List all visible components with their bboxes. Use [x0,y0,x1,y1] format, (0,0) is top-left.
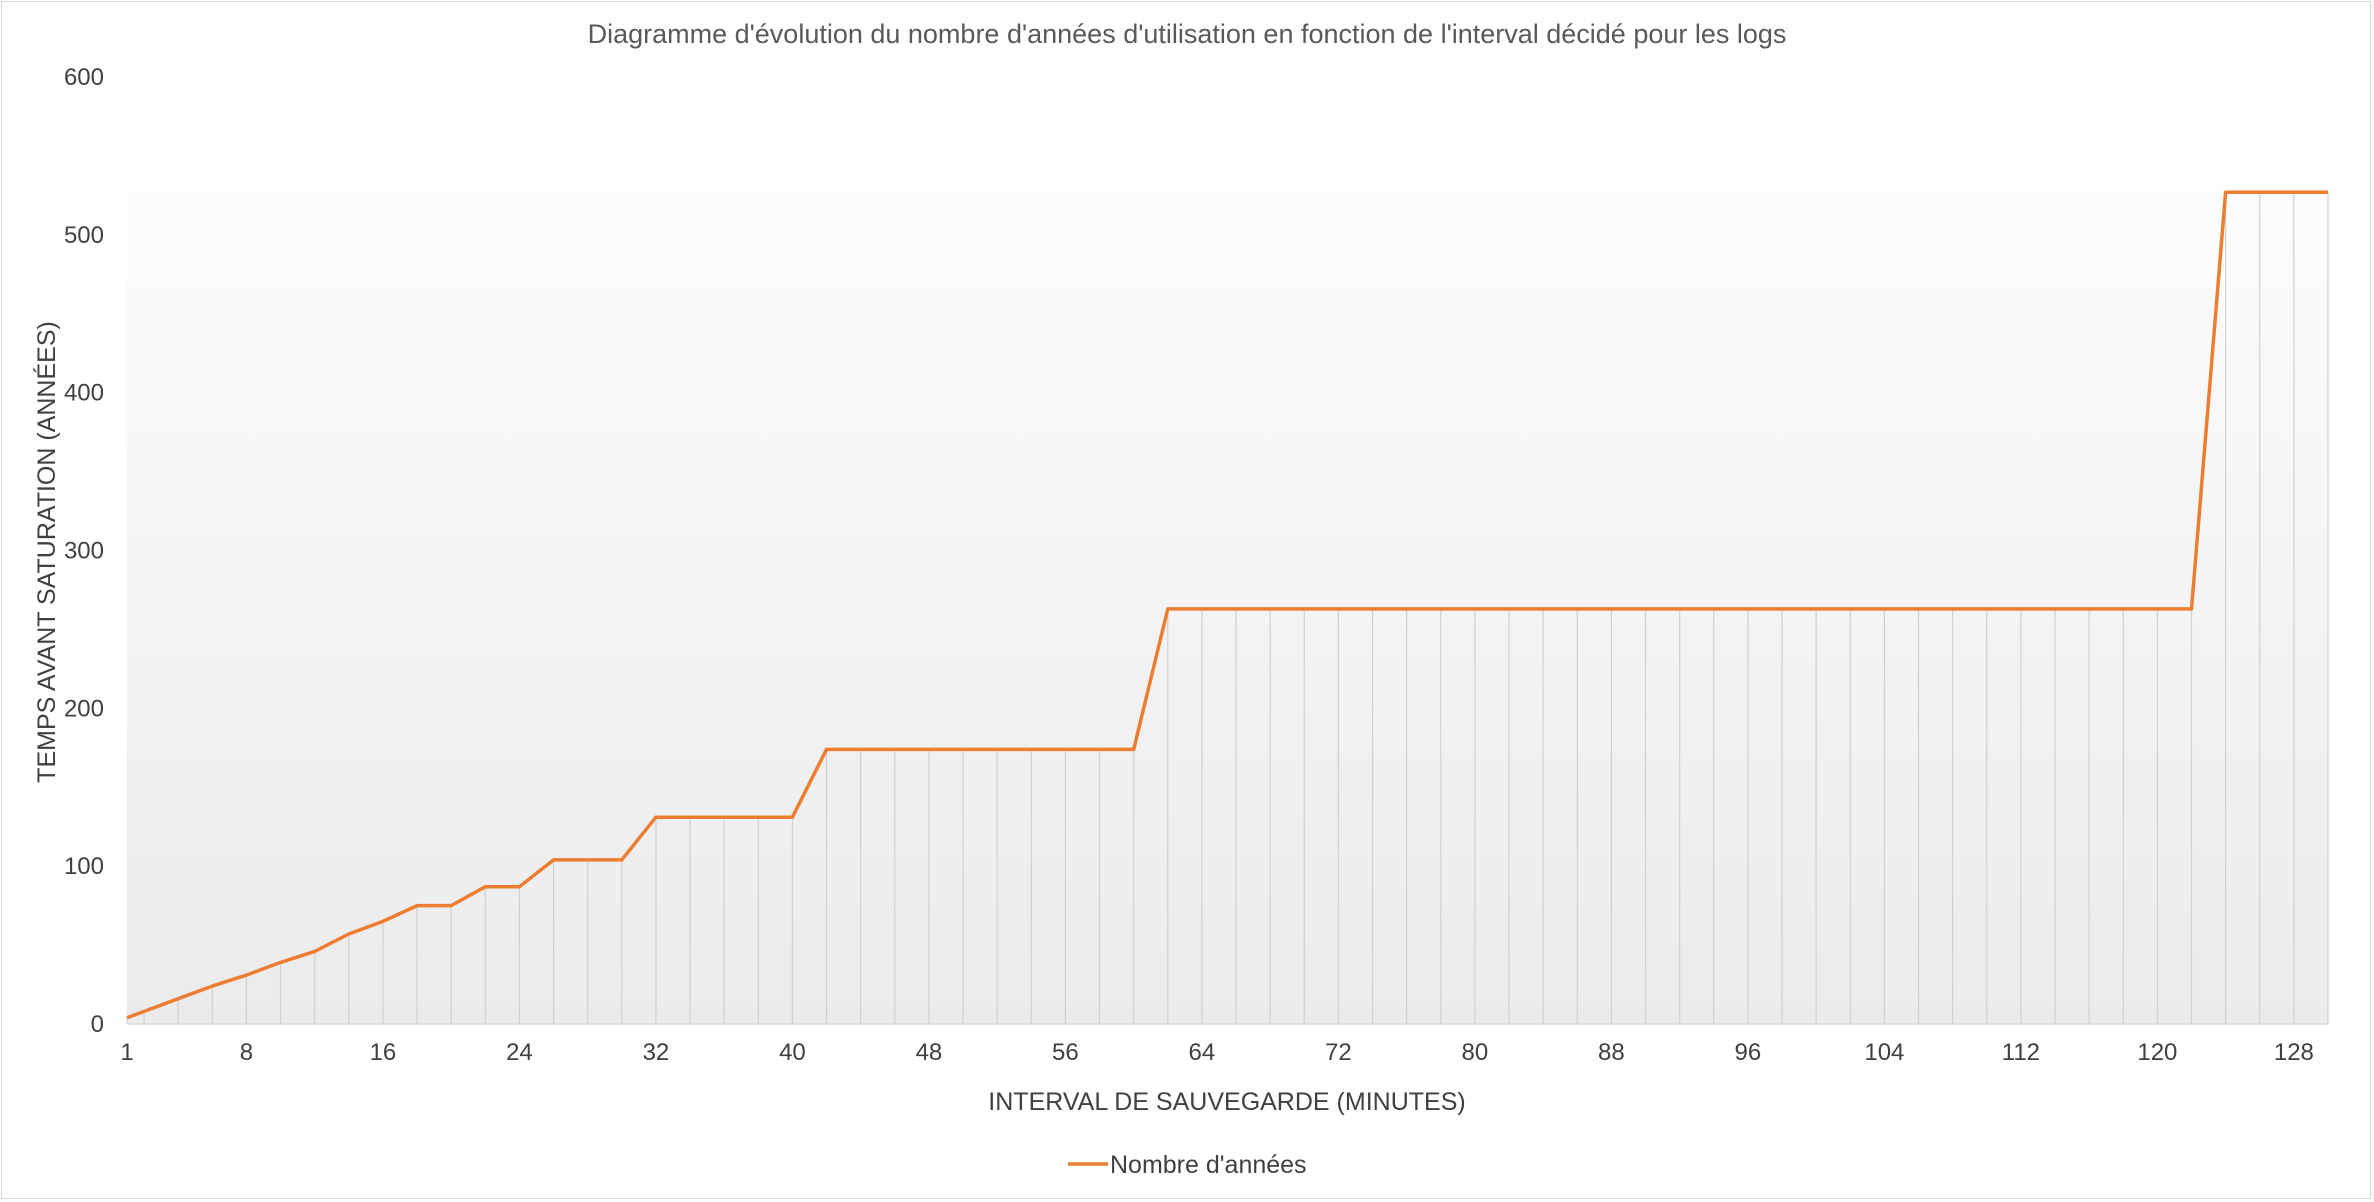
y-axis-label: TEMPS AVANT SATURATION (ANNÉES) [32,321,61,783]
y-tick-label: 500 [64,222,104,249]
x-tick-label: 32 [643,1039,670,1066]
x-tick-label: 56 [1052,1039,1079,1066]
plot-area [127,77,2328,1024]
x-tick-label: 128 [2274,1039,2314,1066]
x-tick-label: 120 [2137,1039,2177,1066]
x-tick-label: 1 [120,1039,133,1066]
x-tick-label: 24 [506,1039,533,1066]
y-tick-label: 200 [64,695,104,722]
x-tick-label: 104 [1864,1039,1904,1066]
y-axis-ticks: 0 100 200 300 400 500 600 [64,64,104,1038]
x-tick-label: 40 [779,1039,806,1066]
legend-label: Nombre d'années [1110,1151,1307,1179]
x-axis-label: INTERVAL DE SAUVEGARDE (MINUTES) [988,1088,1465,1116]
y-tick-label: 100 [64,853,104,880]
x-tick-label: 72 [1325,1039,1352,1066]
x-tick-label: 16 [370,1039,397,1066]
x-tick-label: 80 [1462,1039,1489,1066]
series-line-nombre-annees [126,190,2328,1020]
x-tick-label: 64 [1189,1039,1216,1066]
x-tick-label: 48 [916,1039,943,1066]
x-tick-label: 96 [1735,1039,1762,1066]
y-tick-label: 400 [64,380,104,407]
y-tick-label: 0 [91,1011,104,1038]
x-tick-label: 8 [240,1039,253,1066]
y-tick-label: 600 [64,64,104,91]
x-tick-label: 88 [1598,1039,1625,1066]
x-axis-ticks: 1 8 16 24 32 40 48 56 64 72 80 88 96 104 112 120 128 [120,1039,2314,1066]
legend: Nombre d'années [1068,1151,1307,1179]
gridlines [126,192,2329,1024]
chart-title: Diagramme d'évolution du nombre d'années… [588,19,1787,49]
y-tick-label: 300 [64,538,104,565]
x-tick-label: 112 [2002,1039,2040,1066]
